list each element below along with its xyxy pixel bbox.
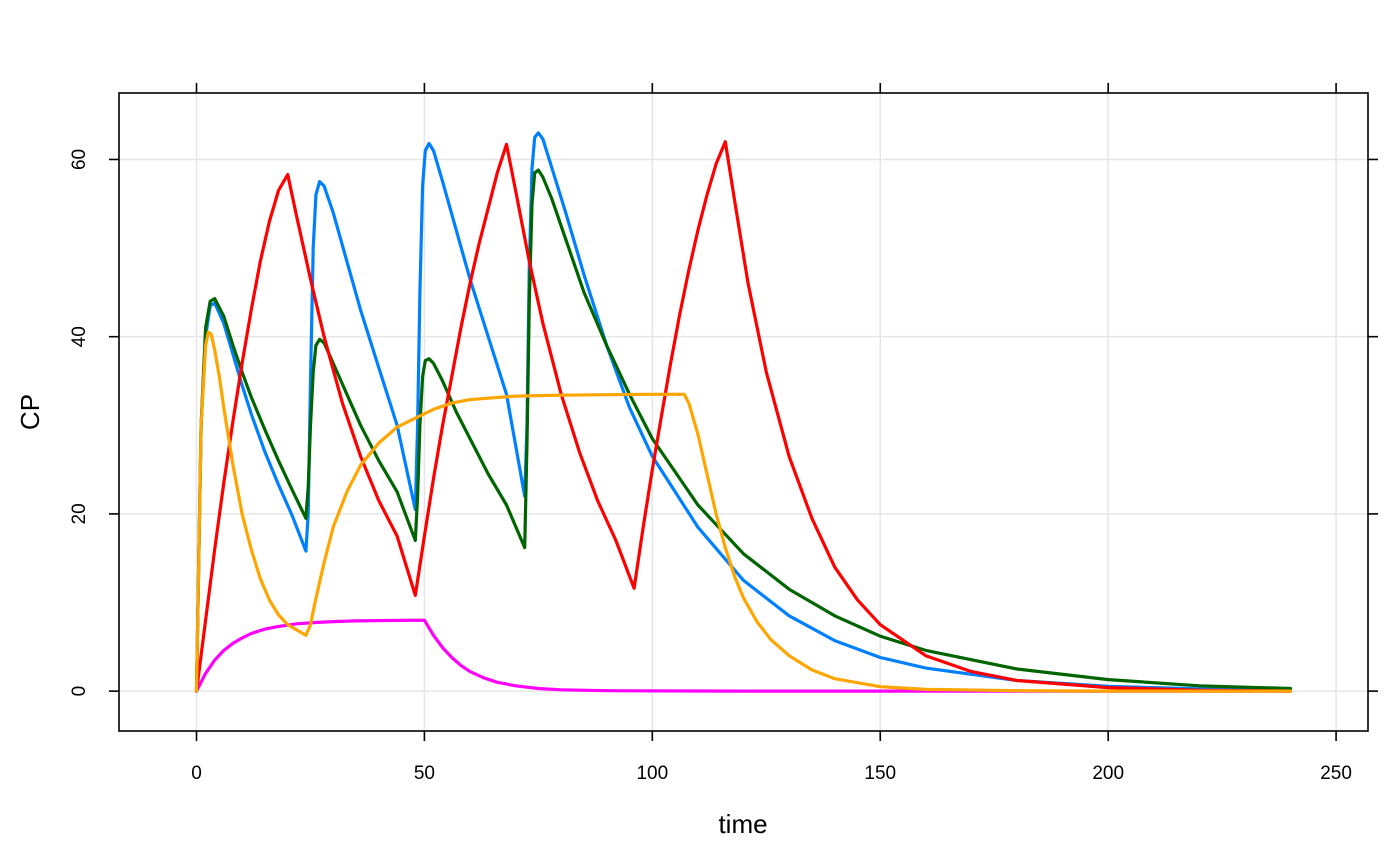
y-axis-title: CP xyxy=(15,394,45,430)
x-axis-ticks: 0 50 100 150 200 250 xyxy=(191,83,1352,784)
x-tick-label: 100 xyxy=(636,763,668,784)
y-tick-label: 0 xyxy=(69,686,90,697)
x-tick-label: 150 xyxy=(864,763,896,784)
x-tick-label: 200 xyxy=(1092,763,1124,784)
plot-frame xyxy=(118,92,1369,732)
x-tick-label: 50 xyxy=(414,763,435,784)
y-tick-label: 20 xyxy=(69,503,90,524)
series-line-3 xyxy=(194,168,1293,693)
series-line-5 xyxy=(194,330,1293,693)
x-tick-label: 0 xyxy=(191,763,202,784)
series-lines xyxy=(194,131,1293,693)
series-line-1 xyxy=(194,618,1293,693)
y-tick-label: 40 xyxy=(69,326,90,347)
y-axis-ticks: 0 20 40 60 xyxy=(69,149,1378,697)
series-line-4 xyxy=(194,140,1293,693)
series-line-2 xyxy=(194,131,1293,693)
y-tick-label: 60 xyxy=(69,149,90,170)
x-tick-label: 250 xyxy=(1320,763,1352,784)
x-axis-title: time xyxy=(718,809,767,839)
